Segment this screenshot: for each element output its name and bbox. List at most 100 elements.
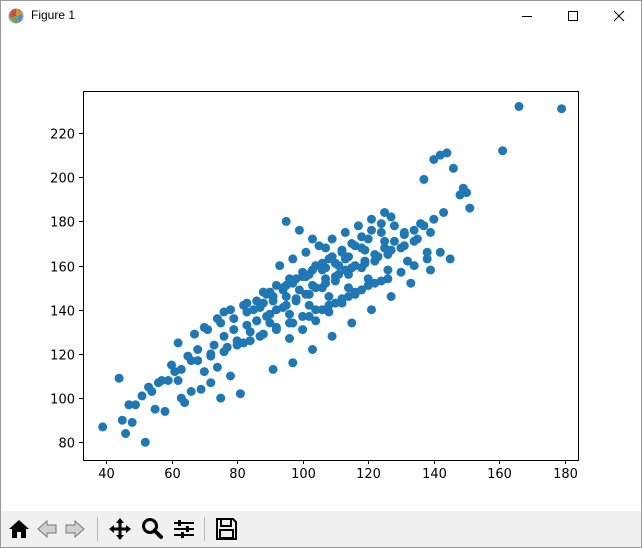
- data-point: [127, 417, 137, 427]
- save-button[interactable]: [213, 516, 239, 542]
- data-point: [363, 280, 373, 290]
- data-point: [376, 219, 386, 229]
- data-point: [324, 307, 334, 317]
- zoom-button[interactable]: [139, 516, 165, 542]
- data-point: [308, 234, 317, 244]
- data-point: [301, 247, 311, 257]
- data-point: [429, 214, 439, 224]
- data-point: [212, 362, 222, 372]
- data-point: [514, 102, 524, 111]
- data-point: [278, 303, 288, 312]
- home-button[interactable]: [6, 516, 32, 542]
- data-point: [327, 331, 337, 341]
- data-point: [304, 269, 314, 279]
- data-point: [229, 325, 239, 335]
- toolbar-separator: [204, 517, 205, 541]
- data-point: [147, 387, 157, 396]
- data-point: [229, 314, 239, 324]
- data-point: [173, 338, 183, 348]
- data-point: [327, 234, 337, 244]
- configure-subplots-button[interactable]: [171, 516, 197, 542]
- data-point: [219, 331, 229, 341]
- data-point: [426, 265, 435, 275]
- data-point: [265, 318, 275, 328]
- data-point: [324, 292, 334, 301]
- data-point: [367, 225, 376, 235]
- data-point: [285, 309, 294, 319]
- data-point: [370, 256, 380, 266]
- data-point: [150, 404, 160, 414]
- pan-button[interactable]: [107, 516, 133, 542]
- maximize-button[interactable]: [550, 1, 596, 31]
- data-point: [265, 287, 275, 297]
- maximize-icon: [568, 11, 578, 21]
- forward-button[interactable]: [62, 516, 88, 542]
- x-tick-label: 40: [98, 467, 115, 482]
- x-tick-label: 160: [487, 467, 512, 482]
- data-point: [275, 261, 285, 271]
- data-point: [409, 225, 419, 235]
- data-point: [288, 254, 298, 264]
- data-point: [403, 256, 412, 266]
- data-point: [334, 261, 344, 271]
- data-point: [344, 283, 353, 293]
- axes-frame: [83, 91, 579, 461]
- data-point: [380, 236, 390, 246]
- data-point: [389, 221, 399, 231]
- forward-icon: [65, 519, 85, 539]
- data-point: [308, 345, 317, 354]
- data-point: [429, 155, 439, 164]
- data-point: [271, 322, 281, 332]
- data-point: [206, 351, 216, 361]
- data-point: [173, 376, 183, 385]
- x-tick-label: 60: [164, 467, 181, 482]
- x-tick-label: 180: [553, 467, 578, 482]
- data-point: [157, 376, 167, 385]
- data-point: [445, 254, 455, 264]
- data-point: [367, 305, 376, 315]
- minimize-button[interactable]: [504, 1, 550, 31]
- data-point: [455, 190, 465, 200]
- home-icon: [9, 520, 29, 538]
- data-point: [399, 227, 409, 237]
- data-point: [121, 429, 131, 438]
- close-button[interactable]: [596, 1, 642, 31]
- data-point: [321, 274, 331, 284]
- y-tick-label: 220: [50, 128, 75, 143]
- data-point: [196, 384, 206, 394]
- navigation-toolbar: [1, 511, 641, 547]
- title-bar[interactable]: Figure 1: [1, 1, 641, 31]
- data-point: [252, 296, 262, 306]
- data-point: [396, 243, 406, 253]
- data-point: [245, 336, 255, 346]
- data-point: [199, 322, 209, 332]
- data-point: [406, 278, 416, 288]
- y-tick-label: 120: [50, 349, 75, 364]
- data-point: [131, 400, 140, 410]
- data-point: [167, 360, 176, 370]
- data-point: [304, 289, 314, 299]
- data-point: [160, 406, 170, 416]
- data-point: [386, 212, 396, 222]
- data-point: [183, 351, 193, 361]
- data-point: [311, 316, 321, 326]
- data-point: [98, 422, 108, 432]
- data-point: [249, 305, 258, 315]
- data-point: [317, 265, 327, 275]
- figure-canvas[interactable]: 40 60 80 100 120 140 160 180 80 100 120 140 160 180 2…: [1, 31, 641, 511]
- data-point: [458, 183, 468, 193]
- data-point: [380, 208, 390, 217]
- zoom-icon: [142, 518, 163, 539]
- data-point: [386, 292, 396, 301]
- x-axis-ticks: 40 60 80 100 120 140 160 180: [98, 460, 578, 482]
- data-point: [344, 252, 353, 262]
- data-point: [304, 300, 314, 310]
- data-point: [226, 371, 235, 381]
- data-point: [294, 225, 304, 235]
- data-point: [298, 311, 308, 321]
- data-point: [383, 265, 393, 275]
- data-point: [337, 294, 347, 304]
- data-point: [330, 276, 340, 286]
- data-point: [311, 305, 321, 315]
- back-button[interactable]: [34, 516, 60, 542]
